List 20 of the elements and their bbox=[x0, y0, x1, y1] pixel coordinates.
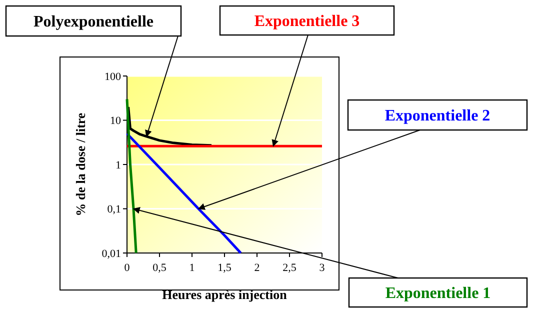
text: Exponentielle 2 bbox=[384, 108, 490, 125]
x-tick-label: 2,5 bbox=[282, 262, 297, 274]
text: Polyexponentielle bbox=[34, 14, 154, 31]
x-tick-label: 0 bbox=[124, 262, 130, 274]
x-tick-label: 3 bbox=[319, 262, 326, 274]
text: Exponentielle 1 bbox=[385, 285, 491, 302]
x-tick-label: 2 bbox=[254, 262, 260, 274]
line-series bbox=[126, 132, 242, 254]
y-tick-label: 10 bbox=[110, 115, 122, 128]
x-tick-label: 0,5 bbox=[152, 262, 167, 274]
x-tick-label: 1,5 bbox=[218, 262, 232, 274]
x-axis-title: Heures après injection bbox=[162, 287, 288, 302]
y-tick-label: 0,1 bbox=[107, 204, 121, 216]
line-series bbox=[126, 98, 138, 254]
y-tick-label: 0,01 bbox=[102, 248, 121, 260]
y-tick-label: 1 bbox=[116, 159, 121, 172]
x-tick-label: 1 bbox=[189, 262, 195, 274]
text: Exponentielle 3 bbox=[254, 13, 360, 30]
y-axis-title: % de la dose / litre bbox=[73, 112, 88, 216]
y-tick-label: 100 bbox=[104, 70, 122, 83]
